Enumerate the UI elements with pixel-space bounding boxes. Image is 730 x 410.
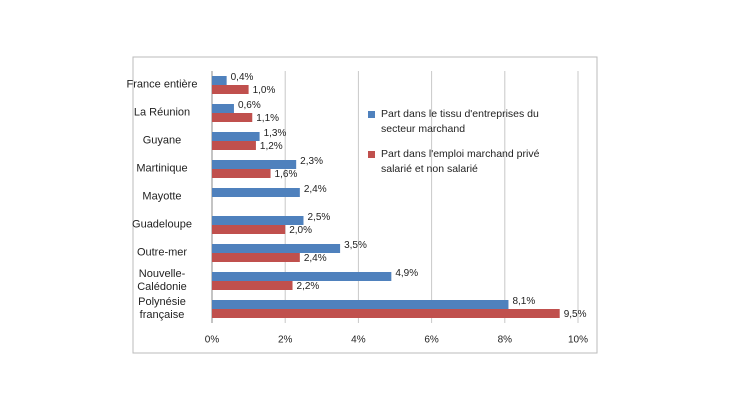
bar <box>212 225 286 234</box>
bar <box>212 216 304 225</box>
bar <box>212 300 509 309</box>
value-label: 2,5% <box>308 212 331 223</box>
y-tick-label: Outre-mer <box>136 246 188 259</box>
value-label: 2,4% <box>304 184 327 195</box>
y-tick-label: Guadeloupe <box>132 218 192 231</box>
value-label: 0,4% <box>231 72 254 83</box>
x-tick-label: 6% <box>424 335 439 346</box>
bar <box>212 281 293 290</box>
y-tick-label: Guyane <box>142 134 182 147</box>
bar <box>212 132 260 141</box>
bar <box>212 253 300 262</box>
y-tick-label: Mayotte <box>142 190 182 203</box>
y-tick-label: France entière <box>126 78 198 91</box>
value-label: 2,2% <box>297 281 320 292</box>
value-label: 2,0% <box>289 225 312 236</box>
x-tick-label: 2% <box>278 335 293 346</box>
value-label: 3,5% <box>344 240 367 251</box>
x-tick-label: 10% <box>568 335 588 346</box>
bar <box>212 244 341 253</box>
bar <box>212 169 271 178</box>
value-label: 1,1% <box>256 113 279 124</box>
legend-swatch <box>368 111 375 118</box>
value-label: 9,5% <box>564 309 587 320</box>
legend-swatch <box>368 151 375 158</box>
value-label: 2,4% <box>304 253 327 264</box>
legend-entry: Part dans le tissu d'entreprises du sect… <box>368 107 573 137</box>
legend-label: Part dans l'emploi marchand privé salari… <box>381 148 540 175</box>
value-label: 2,3% <box>300 156 323 167</box>
y-tick-label: Polynésie française <box>138 296 186 321</box>
value-label: 1,3% <box>264 128 287 139</box>
bar <box>212 76 227 85</box>
value-label: 1,2% <box>260 141 283 152</box>
value-label: 4,9% <box>395 268 418 279</box>
y-tick-label: La Réunion <box>133 106 191 119</box>
bar <box>212 113 253 122</box>
bar <box>212 141 256 150</box>
bar <box>212 272 392 281</box>
value-label: 8,1% <box>512 296 535 307</box>
value-label: 1,0% <box>253 85 276 96</box>
value-label: 1,6% <box>275 169 298 180</box>
y-tick-label: Nouvelle-Calédonie <box>137 268 187 293</box>
bar <box>212 85 249 94</box>
bar <box>212 160 297 169</box>
x-tick-label: 8% <box>498 335 513 346</box>
x-tick-label: 4% <box>351 335 366 346</box>
legend-entry: Part dans l'emploi marchand privé salari… <box>368 147 573 177</box>
y-tick-label: Martinique <box>136 162 188 175</box>
bar <box>212 309 560 318</box>
value-label: 0,6% <box>238 100 261 111</box>
legend-label: Part dans le tissu d'entreprises du sect… <box>381 108 539 135</box>
bar <box>212 104 234 113</box>
bar <box>212 188 300 197</box>
x-tick-label: 0% <box>205 335 220 346</box>
